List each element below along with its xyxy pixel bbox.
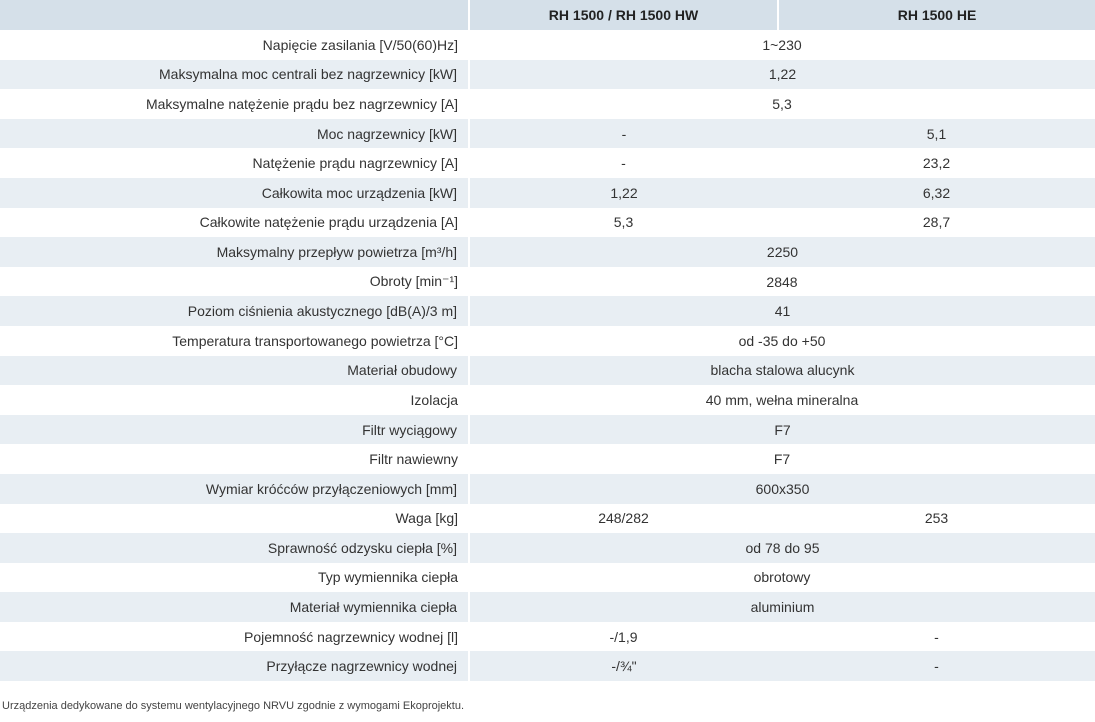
footnote: Urządzenia dedykowane do systemu wentyla…	[2, 700, 465, 712]
row-label: Izolacja	[410, 391, 458, 408]
row-value-rh1500-hw: 248/282	[598, 510, 649, 527]
row-value-shared: F7	[469, 414, 1095, 445]
table-row: Wymiar króćców przyłączeniowych [mm] 600x…	[0, 473, 1095, 504]
row-value-rh1500-hw: -	[621, 155, 626, 172]
table-row: Moc nagrzewnicy [kW] -5,1	[0, 118, 1095, 149]
row-value-shared: 5,3	[772, 95, 792, 112]
table-row: Całkowita moc urządzenia [kW] 1,22 6,32	[0, 177, 1095, 208]
table-row: Całkowite natężenie prądu urządzenia [A]…	[0, 208, 1095, 238]
table-row: Napięcie zasilania [V/50(60)Hz] 1~230	[0, 30, 1095, 60]
row-value-rh1500-hw: -/¾"	[469, 651, 778, 682]
row-value-shared: 1~230	[762, 36, 802, 53]
row-value-rh1500-he: 6,32	[778, 177, 1095, 208]
row-value-rh1500-he: 5,1	[778, 118, 1095, 149]
row-label: Natężenie prądu nagrzewnicy [A]	[252, 155, 458, 172]
row-value-rh1500-he: 28,7	[922, 214, 951, 231]
table-row: Izolacja 40 mm, wełna mineralna	[0, 385, 1095, 415]
table-row: Waga [kg] 248/282 253	[0, 504, 1095, 534]
row-label: Całkowita moc urządzenia [kW]	[0, 177, 470, 208]
row-value-shared: 41	[469, 296, 1095, 326]
row-label: Maksymalny przepływ powietrza [m³/h]	[0, 237, 470, 267]
row-value-shared: 1,22	[469, 59, 1095, 90]
row-value-rh1500-hw: -/1,9	[609, 628, 638, 645]
table-row: Filtr nawiewny F7	[0, 444, 1095, 474]
table-row: Maksymalny przepływ powietrza [m³/h] 2250	[0, 237, 1095, 267]
row-label: Filtr nawiewny	[369, 451, 458, 468]
row-value-rh1500-he: -	[934, 628, 939, 645]
row-label: Waga [kg]	[395, 510, 458, 527]
table-row: Maksymalne natężenie prądu bez nagrzewni…	[0, 89, 1095, 119]
row-label: Maksymalne natężenie prądu bez nagrzewni…	[145, 95, 458, 112]
row-value-shared: od 78 do 95	[469, 533, 1095, 563]
row-value-shared: 2848	[766, 273, 798, 290]
table-row: Materiał obudowy blacha stalowa alucynk	[0, 355, 1095, 386]
header-rh1500-he: RH 1500 HE	[777, 0, 1095, 30]
spec-table: RH 1500 / RH 1500 HW RH 1500 HE Napięcie…	[0, 0, 1095, 682]
table-row: Temperatura transportowanego powietrza […	[0, 326, 1095, 356]
table-row: Pojemność nagrzewnicy wodnej [l] -/1,9 -	[0, 622, 1095, 652]
table-row: Natężenie prądu nagrzewnicy [A] - 23,2	[0, 148, 1095, 178]
row-label: Filtr wyciągowy	[0, 414, 470, 445]
row-value-shared: 40 mm, wełna mineralna	[705, 391, 859, 408]
row-label: Obroty [min⁻¹]	[369, 273, 458, 290]
row-label: Maksymalna moc centrali bez nagrzewnicy …	[0, 59, 470, 90]
row-value-shared: blacha stalowa alucynk	[469, 355, 1095, 386]
row-label: Sprawność odzysku ciepła [%]	[0, 533, 470, 563]
row-label: Typ wymiennika ciepła	[317, 569, 458, 586]
table-row: Sprawność odzysku ciepła [%] od 78 do 95	[0, 533, 1095, 563]
table-row: Poziom ciśnienia akustycznego [dB(A)/3 m…	[0, 296, 1095, 326]
row-value-rh1500-hw: -	[469, 118, 778, 149]
row-value-rh1500-hw: 5,3	[613, 214, 634, 231]
row-value-shared: obrotowy	[753, 569, 811, 586]
row-label: Całkowite natężenie prądu urządzenia [A]	[199, 214, 458, 231]
row-value-shared: od -35 do +50	[738, 332, 826, 349]
row-label: Pojemność nagrzewnicy wodnej [l]	[244, 628, 458, 645]
table-row: Filtr wyciągowy F7	[0, 414, 1095, 445]
row-label: Wymiar króćców przyłączeniowych [mm]	[0, 473, 470, 504]
header-rh1500-hw: RH 1500 / RH 1500 HW	[468, 0, 778, 30]
row-label: Przyłącze nagrzewnicy wodnej	[0, 651, 470, 682]
table-row: Obroty [min⁻¹] 2848	[0, 267, 1095, 297]
row-label: Moc nagrzewnicy [kW]	[0, 118, 470, 149]
row-value-shared: 600x350	[469, 473, 1095, 504]
row-label: Poziom ciśnienia akustycznego [dB(A)/3 m…	[0, 296, 470, 326]
table-row: Materiał wymiennika ciepła aluminium	[0, 592, 1095, 622]
row-value-rh1500-hw: 1,22	[469, 177, 778, 208]
row-label: Napięcie zasilania [V/50(60)Hz]	[262, 36, 458, 53]
table-header: RH 1500 / RH 1500 HW RH 1500 HE	[0, 0, 1095, 30]
table-row: Maksymalna moc centrali bez nagrzewnicy …	[0, 59, 1095, 90]
row-value-rh1500-he: 23,2	[922, 155, 951, 172]
row-label: Materiał obudowy	[0, 355, 470, 386]
row-value-rh1500-he: -	[778, 651, 1095, 682]
row-label: Materiał wymiennika ciepła	[0, 592, 470, 622]
table-row: Przyłącze nagrzewnicy wodnej -/¾" -	[0, 651, 1095, 682]
row-value-shared: aluminium	[469, 592, 1095, 622]
row-value-shared: F7	[773, 451, 791, 468]
row-value-shared: 2250	[469, 237, 1095, 267]
row-value-rh1500-he: 253	[924, 510, 949, 527]
header-label-col	[0, 0, 469, 30]
table-row: Typ wymiennika ciepła obrotowy	[0, 563, 1095, 593]
row-label: Temperatura transportowanego powietrza […	[172, 332, 458, 349]
